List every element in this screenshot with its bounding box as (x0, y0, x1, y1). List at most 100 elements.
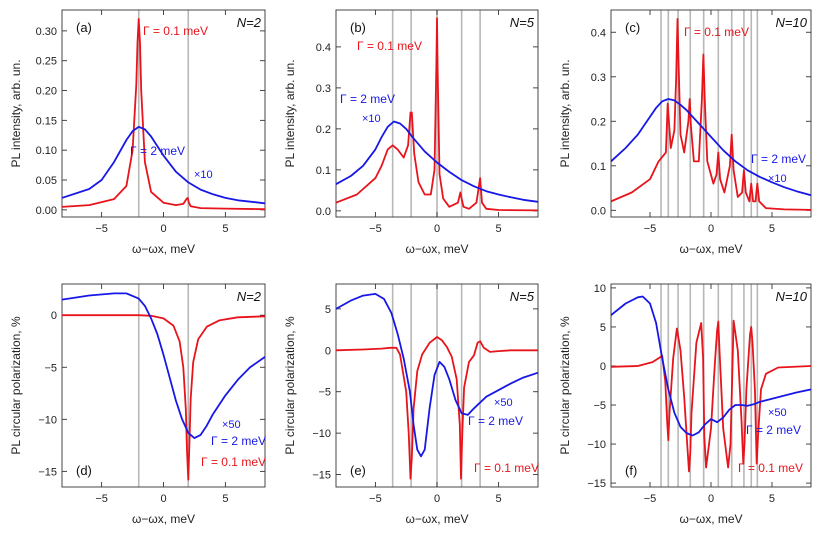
annotation-gamma-2: Γ = 2 meV (751, 152, 806, 166)
y-tick-label: 0 (325, 345, 331, 357)
y-tick-label: −5 (318, 387, 331, 399)
x-tick-label: 5 (222, 223, 228, 235)
x-axis-label: ω−ωx, meV (679, 512, 742, 526)
y-tick-label: 0.3 (591, 72, 606, 84)
panel-label: (a) (76, 20, 92, 35)
series-line-gamma-2 (336, 120, 538, 203)
y-tick-label: −5 (593, 400, 606, 412)
x-axis-label: ω−ωx, meV (132, 242, 195, 256)
y-tick-label: −10 (587, 439, 606, 451)
y-tick-label: 0.1 (316, 165, 331, 177)
panel-e: −5 0 5 −15 −10 −5 0 5 (e) N=5 Γ = 0.1 meV Γ = 2 meV… (283, 283, 539, 526)
x-tick-label: 5 (222, 493, 228, 505)
x-tick-label: 5 (769, 223, 775, 235)
x-tick-label: 0 (160, 493, 166, 505)
y-tick-label: 0 (600, 361, 606, 373)
multiplier-label: ×10 (768, 173, 787, 185)
series-line-gamma-0-1 (336, 17, 538, 212)
corner-label: N=10 (776, 289, 808, 304)
y-tick-label: −15 (587, 478, 606, 490)
y-tick-label: 0.00 (36, 205, 57, 217)
y-tick-label: 0.2 (316, 124, 331, 136)
y-tick-label: 0.10 (36, 145, 57, 157)
multiplier-label: ×10 (362, 113, 381, 125)
x-axis-label: ω−ωx, meV (405, 512, 468, 526)
y-tick-label: 0.3 (316, 83, 331, 95)
annotation-gamma-2: Γ = 2 meV (130, 144, 185, 158)
y-axis-label: PL circular polarization, % (9, 316, 23, 455)
series-line-gamma-2 (62, 126, 265, 205)
annotation-gamma-2: Γ = 2 meV (340, 92, 395, 106)
annotation-gamma-0-1: Γ = 0.1 meV (201, 455, 266, 469)
y-axis-label: PL intensity, arb. un. (9, 59, 23, 167)
y-axis-label: PL intensity, arb. un. (283, 59, 297, 167)
series-line-gamma-0-1 (336, 336, 538, 480)
panel-a: −5 0 5 0.00 0.05 0.10 0.15 0.20 0.25 0.30 (a) N=2 Γ … (9, 9, 266, 256)
y-tick-label: 0.0 (316, 206, 331, 218)
multiplier-label: ×50 (494, 397, 513, 409)
annotation-gamma-0-1: Γ = 0.1 meV (357, 39, 422, 53)
y-tick-label: 0.1 (591, 161, 606, 173)
y-tick-label: −15 (38, 466, 57, 478)
x-tick-label: −5 (95, 223, 108, 235)
panel-label: (b) (350, 20, 366, 35)
x-tick-label: −5 (95, 493, 108, 505)
annotation-gamma-2: Γ = 2 meV (468, 414, 523, 428)
series-line-gamma-0-1 (611, 17, 811, 211)
y-tick-label: −10 (38, 414, 57, 426)
x-tick-label: 0 (434, 223, 440, 235)
y-tick-label: 0.25 (36, 56, 57, 68)
plot-frame (610, 283, 812, 488)
annotation-gamma-2: Γ = 2 meV (211, 434, 266, 448)
x-tick-label: 5 (496, 493, 502, 505)
y-axis-label: PL circular polarization, % (283, 316, 297, 455)
y-tick-label: 0.15 (36, 115, 57, 127)
x-axis-label: ω−ωx, meV (679, 242, 742, 256)
y-tick-label: 5 (325, 304, 331, 316)
annotation-gamma-0-1: Γ = 0.1 meV (684, 25, 749, 39)
y-tick-label: −5 (44, 362, 57, 374)
x-tick-label: −5 (644, 493, 657, 505)
panel-f: −5 0 5 −15 −10 −5 0 5 10 (f) N=10 Γ = 0.1 meV Γ = 2 … (558, 283, 812, 526)
x-axis-label: ω−ωx, meV (405, 242, 468, 256)
x-tick-label: 5 (496, 223, 502, 235)
x-tick-label: 0 (160, 223, 166, 235)
x-tick-label: 0 (434, 493, 440, 505)
y-tick-label: 0.30 (36, 26, 57, 38)
x-tick-label: −5 (369, 223, 382, 235)
series-line-gamma-0-1 (62, 17, 265, 211)
series-line-gamma-0-1 (611, 319, 811, 473)
series-line-gamma-2 (336, 292, 538, 458)
x-tick-label: 0 (708, 223, 714, 235)
panel-b: −5 0 5 0.0 0.1 0.2 0.3 0.4 (b) N=5 Γ = 0.1 meV Γ = … (283, 9, 539, 256)
panel-label: (e) (350, 463, 366, 478)
multiplier-label: ×50 (222, 419, 241, 431)
y-tick-label: 0.4 (316, 42, 331, 54)
y-tick-label: 0.05 (36, 175, 57, 187)
panel-d: −5 0 5 −15 −10 −5 0 (d) N=2 Γ = 0.1 meV Γ = 2 meV ×… (9, 283, 266, 526)
series-line-gamma-0-1 (62, 314, 265, 481)
annotation-gamma-2: Γ = 2 meV (746, 423, 801, 437)
y-tick-label: 0.20 (36, 86, 57, 98)
corner-label: N=5 (510, 289, 535, 304)
x-tick-label: 5 (769, 493, 775, 505)
x-tick-label: −5 (369, 493, 382, 505)
multiplier-label: ×10 (194, 169, 213, 181)
y-tick-label: 5 (600, 322, 606, 334)
corner-label: N=5 (510, 15, 535, 30)
panel-label: (d) (76, 463, 92, 478)
y-axis-label: PL intensity, arb. un. (558, 59, 572, 167)
series-line-gamma-2 (611, 295, 811, 437)
x-axis-label: ω−ωx, meV (132, 512, 195, 526)
corner-label: N=10 (776, 15, 808, 30)
x-tick-label: 0 (708, 493, 714, 505)
y-axis-label: PL circular polarization, % (558, 316, 572, 455)
y-tick-label: 0.2 (591, 116, 606, 128)
corner-label: N=2 (237, 289, 262, 304)
annotation-gamma-0-1: Γ = 0.1 meV (143, 24, 208, 38)
y-tick-label: 0.0 (591, 205, 606, 217)
series-line-gamma-2 (611, 98, 811, 197)
annotation-gamma-0-1: Γ = 0.1 meV (474, 461, 539, 475)
series-line-gamma-2 (62, 292, 265, 440)
